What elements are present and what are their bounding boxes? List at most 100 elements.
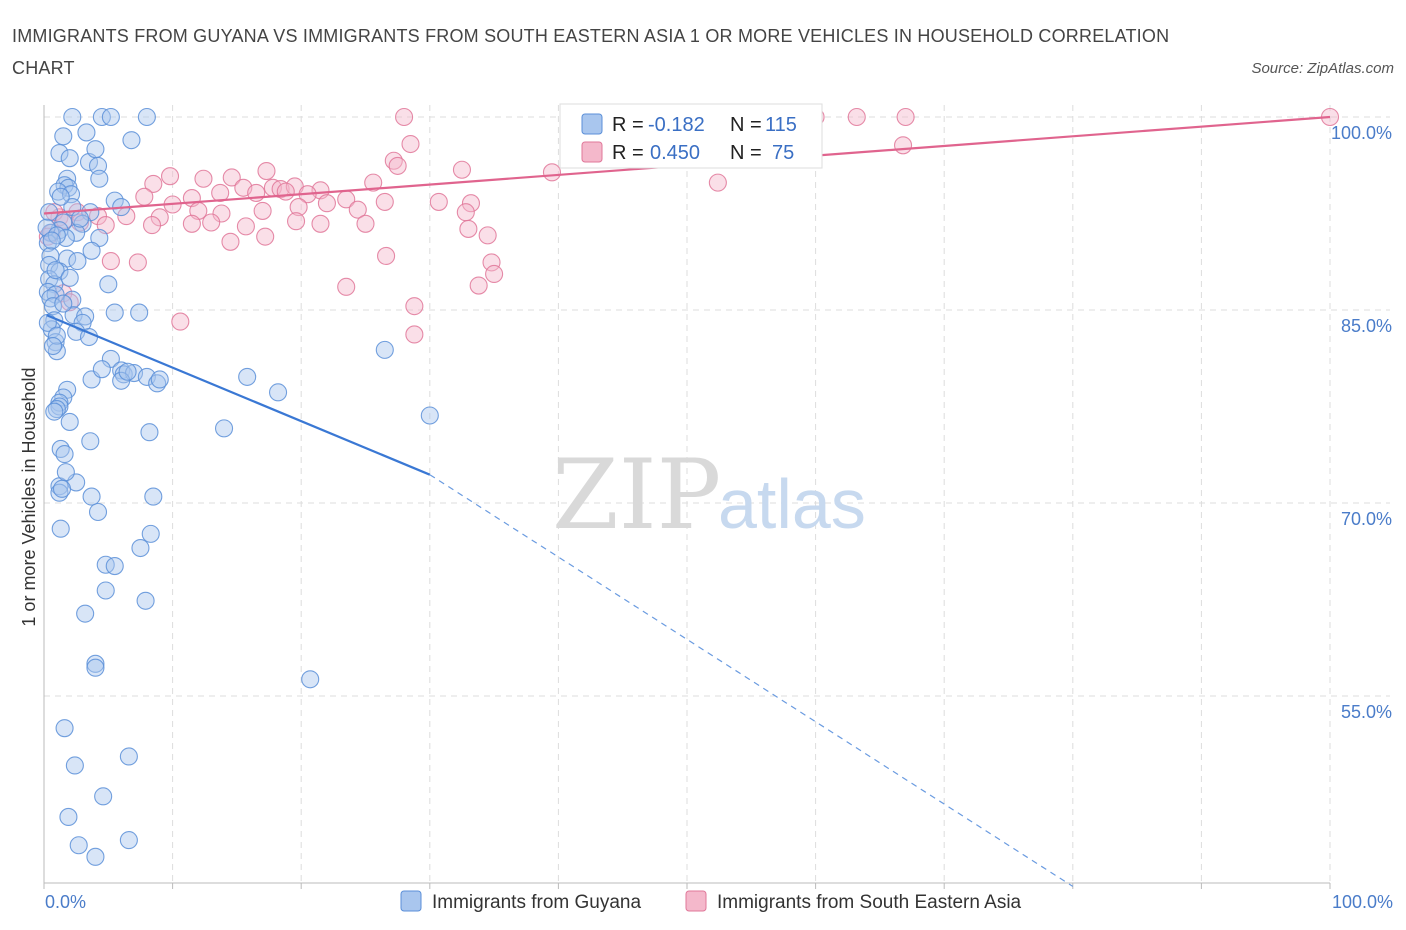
- sea-point: [150, 208, 169, 227]
- guyana-point: [101, 107, 120, 127]
- sea-point: [542, 163, 562, 182]
- legend-n-label-guyana: N =: [730, 114, 762, 136]
- sea-point: [482, 253, 501, 272]
- y-tick-labels: 100.0% 85.0% 70.0% 55.0%: [1331, 123, 1392, 722]
- guyana-point: [420, 406, 439, 425]
- sea-point: [317, 194, 336, 213]
- bottom-legend-label-guyana: Immigrants from Guyana: [432, 892, 641, 913]
- guyana-point: [76, 604, 95, 623]
- legend-box: R = -0.182 N = 115 R = 0.450 N = 75: [559, 103, 823, 169]
- sea-point: [893, 136, 913, 155]
- legend-r-label-guyana: R =: [612, 114, 644, 136]
- guyana-point: [90, 169, 109, 188]
- sea-point: [128, 253, 147, 272]
- guyana-point: [86, 847, 105, 866]
- sea-point: [135, 187, 154, 206]
- guyana-point: [77, 123, 96, 142]
- guyana-point: [67, 223, 86, 242]
- guyana-point: [50, 397, 69, 416]
- sea-point: [485, 264, 504, 284]
- guyana-point: [119, 831, 138, 850]
- guyana-point: [47, 326, 66, 345]
- sea-point: [182, 214, 201, 233]
- guyana-point: [144, 487, 163, 506]
- sea-point: [144, 174, 163, 193]
- guyana-point: [141, 524, 160, 543]
- guyana-point: [101, 349, 120, 368]
- bottom-legend: Immigrants from Guyana Immigrants from S…: [400, 890, 1022, 913]
- guyana-point: [96, 555, 115, 574]
- guyana-point: [137, 107, 156, 127]
- sea-point: [194, 169, 213, 188]
- sea-point: [708, 173, 727, 192]
- sea-point: [377, 246, 396, 266]
- guyana-point: [92, 360, 111, 379]
- axes: [43, 105, 1331, 889]
- guyana-point: [50, 143, 69, 163]
- x-tick-label: 100.0%: [1332, 892, 1393, 912]
- guyana-point: [136, 591, 155, 610]
- sea-point: [405, 297, 424, 316]
- guyana-point: [131, 538, 150, 558]
- legend-n-value-guyana: 115: [765, 114, 797, 136]
- sea-point: [142, 216, 162, 235]
- sea-point: [256, 227, 275, 246]
- guyana-point: [42, 231, 61, 250]
- guyana-point: [56, 463, 75, 482]
- legend-n-label-sea: N =: [730, 142, 762, 164]
- y-tick-label: 100.0%: [1331, 123, 1392, 143]
- sea-point: [222, 168, 241, 187]
- sea-point: [337, 277, 356, 296]
- guyana-trend-line: [46, 314, 431, 476]
- y-tick-label: 85.0%: [1341, 316, 1392, 336]
- guyana-point: [73, 214, 92, 233]
- sea-point: [271, 180, 290, 199]
- sea-point: [171, 312, 190, 331]
- guyana-point: [55, 445, 74, 464]
- sea-point: [221, 232, 240, 251]
- guyana-point: [150, 370, 169, 389]
- sea-point: [847, 107, 866, 127]
- guyana-point: [60, 149, 79, 168]
- guyana-point: [86, 654, 105, 673]
- guyana-point: [61, 185, 81, 204]
- guyana-point: [59, 807, 78, 826]
- watermark: ZIP atlas: [552, 439, 866, 551]
- chart-source: Source: ZipAtlas.com: [1251, 60, 1394, 77]
- guyana-point: [130, 303, 149, 322]
- watermark-atlas: atlas: [718, 465, 866, 543]
- sea-point: [459, 219, 478, 238]
- sea-point: [212, 204, 231, 223]
- guyana-point: [82, 487, 101, 506]
- sea-point: [478, 226, 497, 245]
- y-tick-label: 70.0%: [1341, 509, 1392, 529]
- guyana-point: [47, 400, 66, 419]
- sea-point: [388, 156, 407, 175]
- guyana-point: [99, 275, 118, 294]
- legend-r-value-sea: 0.450: [650, 142, 700, 164]
- legend-frame: [559, 103, 823, 169]
- guyana-point: [96, 581, 115, 600]
- x-tick-label: 0.0%: [45, 892, 86, 912]
- guyana-point: [51, 187, 70, 206]
- sea-point: [896, 107, 915, 127]
- sea-point: [276, 182, 295, 201]
- guyana-point: [46, 261, 65, 280]
- guyana-point: [60, 412, 79, 431]
- sea-point: [287, 212, 306, 231]
- guyana-point: [269, 383, 288, 402]
- guyana-point: [63, 107, 82, 127]
- guyana-point: [43, 336, 63, 356]
- sea-point: [401, 134, 420, 154]
- sea-point: [456, 203, 475, 222]
- sea-point: [348, 200, 367, 219]
- sea-point: [202, 213, 221, 232]
- sea-point: [461, 194, 481, 213]
- sea-point: [211, 183, 230, 202]
- watermark-zip: ZIP: [552, 439, 721, 551]
- guyana-point: [68, 252, 87, 271]
- sea-point: [395, 107, 414, 127]
- sea-point: [452, 160, 472, 179]
- guyana-point: [105, 556, 124, 576]
- bottom-legend-label-sea: Immigrants from South Eastern Asia: [717, 892, 1022, 913]
